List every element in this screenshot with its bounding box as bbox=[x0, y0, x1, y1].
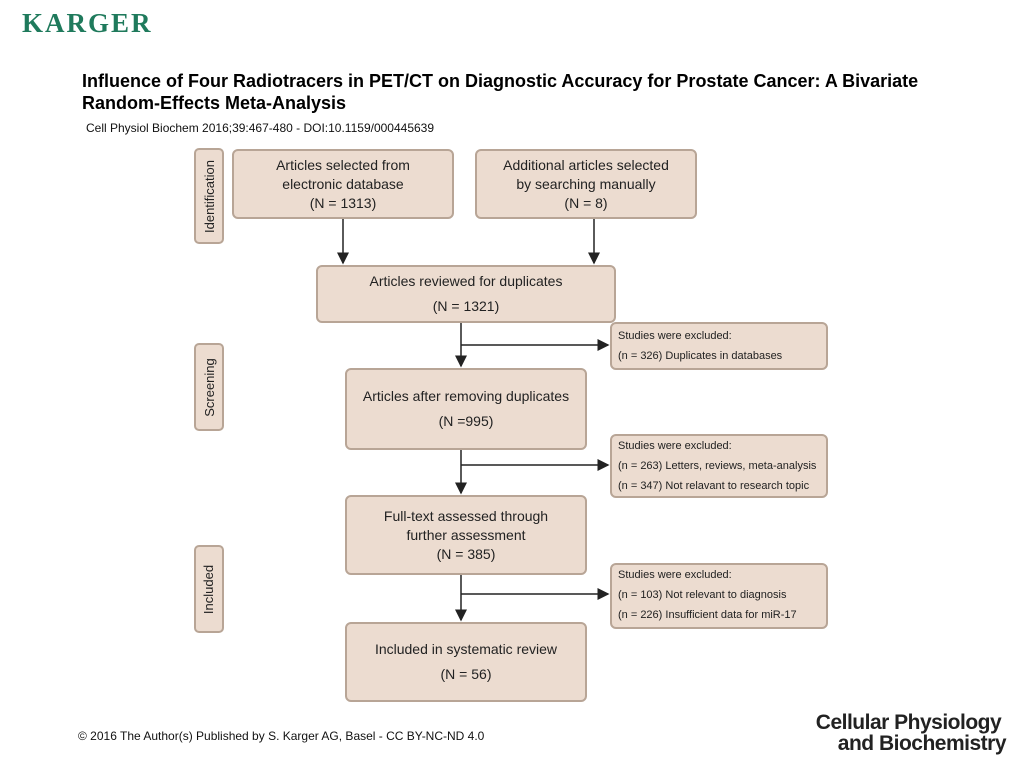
box-fulltext-line2: further assessment bbox=[406, 526, 526, 543]
box-after-dup-count: (N =995) bbox=[438, 413, 494, 429]
box-electronic-line1: Articles selected from bbox=[276, 156, 410, 173]
exclusion-box-2: Studies were excluded: (n = 263) Letters… bbox=[610, 434, 828, 498]
exclusion-1-item-1: (n = 326) Duplicates in databases bbox=[618, 350, 783, 362]
stage-screening: Screening bbox=[194, 343, 224, 431]
exclusion-box-1: Studies were excluded: (n = 326) Duplica… bbox=[610, 322, 828, 370]
box-included-count: (N = 56) bbox=[440, 666, 492, 682]
citation: Cell Physiol Biochem 2016;39:467-480 - D… bbox=[86, 121, 435, 135]
copyright-notice: © 2016 The Author(s) Published by S. Kar… bbox=[78, 729, 485, 743]
exclusion-1-heading: Studies were excluded: bbox=[618, 330, 732, 342]
exclusion-3-heading: Studies were excluded: bbox=[618, 569, 732, 581]
box-fulltext-assessed: Full-text assessed through further asses… bbox=[345, 495, 587, 575]
box-electronic-database: Articles selected from electronic databa… bbox=[232, 149, 454, 219]
box-electronic-line2: electronic database bbox=[282, 175, 404, 192]
box-fulltext-count: (N = 385) bbox=[436, 545, 496, 562]
page-title: Influence of Four Radiotracers in PET/CT… bbox=[82, 71, 919, 113]
box-electronic-count: (N = 1313) bbox=[309, 194, 377, 211]
exclusion-box-3: Studies were excluded: (n = 103) Not rel… bbox=[610, 563, 828, 629]
journal-logo: Cellular Physiology and Biochemistry bbox=[815, 711, 1007, 755]
box-reviewed-line1: Articles reviewed for duplicates bbox=[369, 273, 563, 289]
box-reviewed-duplicates: Articles reviewed for duplicates (N = 13… bbox=[316, 265, 616, 323]
box-after-duplicates: Articles after removing duplicates (N =9… bbox=[345, 368, 587, 450]
exclusion-2-heading: Studies were excluded: bbox=[618, 440, 732, 452]
journal-logo-line1: Cellular Physiology bbox=[815, 711, 1002, 734]
stage-included: Included bbox=[194, 545, 224, 633]
box-manual-line1: Additional articles selected bbox=[503, 156, 669, 173]
box-manual-search: Additional articles selected by searchin… bbox=[475, 149, 697, 219]
exclusion-3-item-1: (n = 103) Not relevant to diagnosis bbox=[618, 589, 787, 601]
journal-logo-line2: and Biochemistry bbox=[837, 732, 1007, 755]
box-included-review: Included in systematic review (N = 56) bbox=[345, 622, 587, 702]
exclusion-2-item-1: (n = 263) Letters, reviews, meta-analysi… bbox=[618, 460, 817, 472]
box-manual-line2: by searching manually bbox=[516, 175, 656, 192]
exclusion-3-item-2: (n = 226) Insufficient data for miR-17 bbox=[618, 609, 797, 621]
exclusion-2-item-2: (n = 347) Not relavant to research topic bbox=[618, 480, 810, 492]
box-after-dup-line1: Articles after removing duplicates bbox=[362, 388, 570, 404]
karger-logo: KARGER bbox=[22, 8, 153, 38]
stage-identification: Identification bbox=[194, 148, 224, 244]
box-included-line1: Included in systematic review bbox=[374, 641, 558, 657]
box-reviewed-count: (N = 1321) bbox=[432, 298, 500, 314]
box-fulltext-line1: Full-text assessed through bbox=[383, 507, 549, 524]
box-manual-count: (N = 8) bbox=[564, 194, 608, 211]
